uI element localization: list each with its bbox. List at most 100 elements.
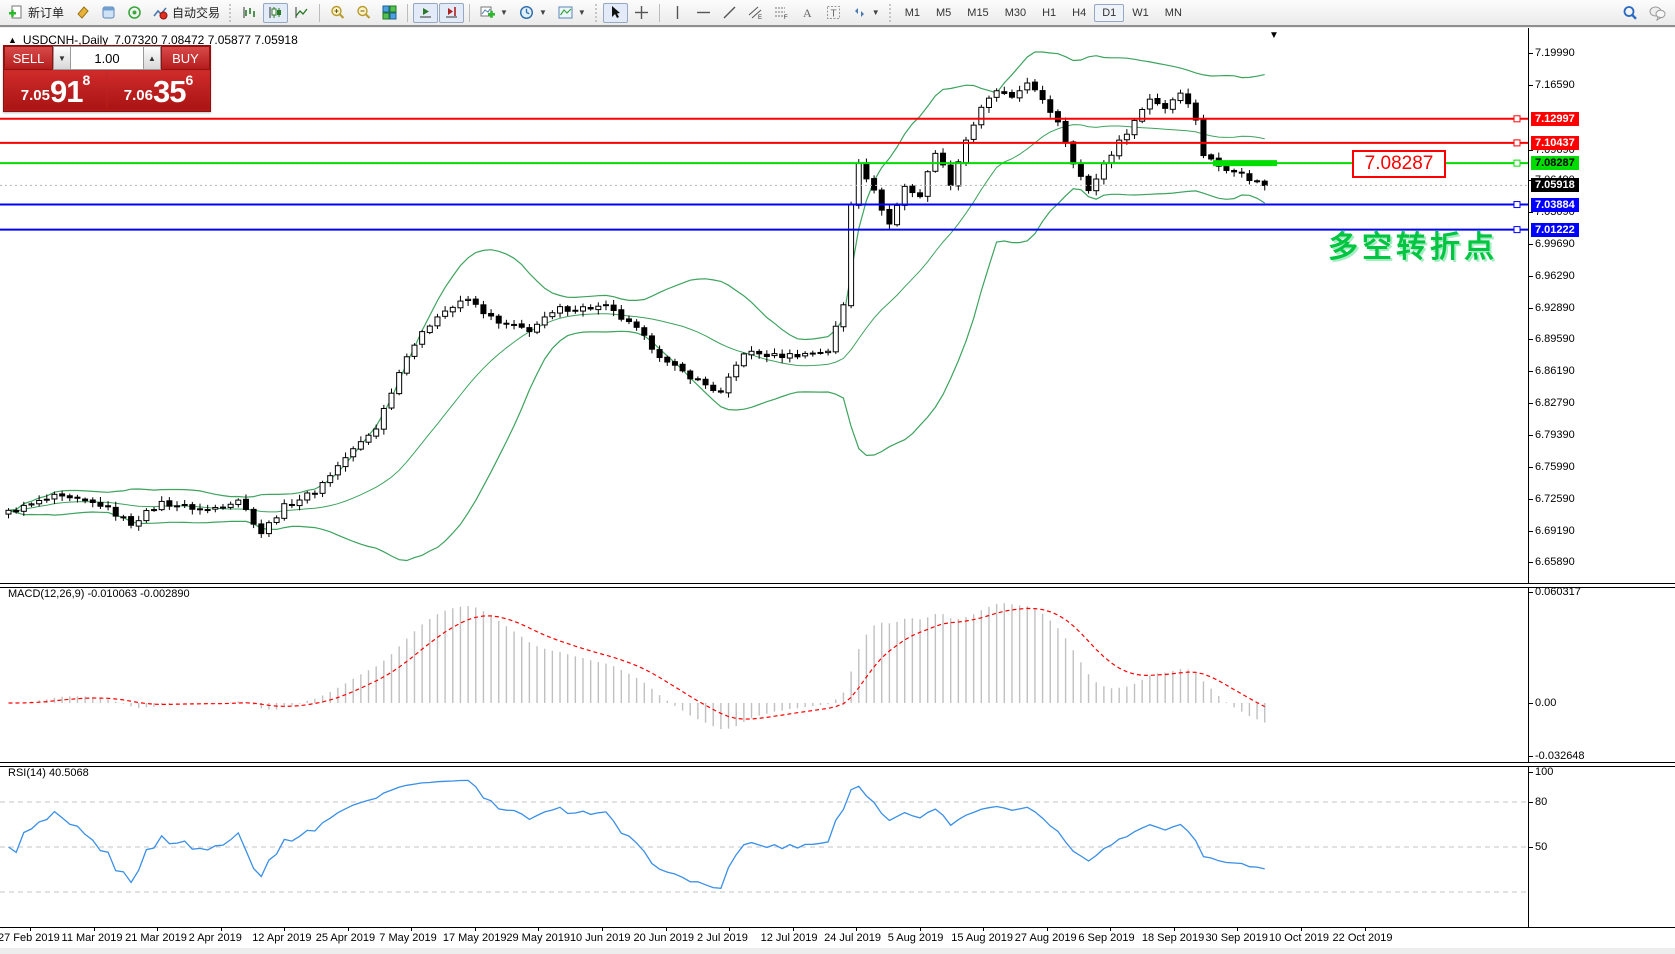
arrows-dropdown[interactable]: ▼ [847, 3, 885, 23]
candle [151, 509, 158, 512]
zoom-in-button[interactable] [325, 3, 350, 23]
candle [909, 185, 916, 194]
level-axis-label[interactable]: 7.03884 [1531, 198, 1579, 212]
level-anchor-handle[interactable] [1513, 115, 1521, 123]
level-anchor-handle[interactable] [1513, 139, 1521, 147]
horizontal-line-button[interactable] [691, 3, 716, 23]
timeframe-m15[interactable]: M15 [967, 6, 989, 19]
timeframe-m1[interactable]: M1 [904, 6, 920, 19]
candle [679, 363, 686, 372]
candle [472, 298, 479, 305]
volume-input[interactable]: 1.00 [71, 46, 143, 70]
candle [319, 482, 326, 494]
level-anchor-handle[interactable] [1513, 159, 1521, 167]
date-axis[interactable]: 27 Feb 2019 11 Mar 2019 21 Mar 2019 2 Apr 2… [0, 927, 1675, 948]
candle [993, 90, 1000, 98]
candlestick-chart-button[interactable] [263, 2, 289, 23]
candle [1100, 163, 1107, 180]
timeframe-d1[interactable]: D1 [1094, 3, 1125, 22]
pane-separator[interactable] [0, 583, 1675, 588]
volume-increase-button[interactable]: ▲ [143, 46, 161, 70]
candle [740, 353, 747, 367]
sell-button[interactable]: SELL [4, 46, 53, 70]
autotrade-button[interactable]: 自动交易 [148, 3, 225, 23]
indicators-dropdown[interactable]: ▼ [475, 3, 513, 23]
level-anchor-handle[interactable] [1513, 226, 1521, 234]
arrows-icon [852, 5, 867, 20]
date-tickmark [157, 928, 159, 931]
axis-tick-label: 7.19990 [1535, 47, 1575, 59]
sell-price-display[interactable]: 7.05 91 8 [5, 71, 106, 109]
bar-chart-button[interactable] [237, 3, 262, 23]
main-price-pane[interactable] [0, 28, 1528, 583]
timeframe-w1[interactable]: W1 [1132, 6, 1149, 19]
price-axis[interactable]: 7.199907.165907.096907.064907.030906.996… [1528, 28, 1675, 927]
search-button[interactable] [1617, 3, 1643, 23]
toolbar-grip [594, 3, 599, 22]
cursor-button[interactable] [602, 2, 628, 23]
candle [288, 503, 295, 506]
signals-button[interactable] [122, 3, 147, 23]
timeframe-m30[interactable]: M30 [1004, 6, 1027, 19]
rsi-pane[interactable] [0, 765, 1528, 927]
line-chart-button[interactable] [289, 3, 314, 23]
buy-button[interactable]: BUY [161, 46, 210, 70]
candle [434, 316, 441, 327]
axis-tick-label: 80 [1535, 796, 1548, 808]
auto-scroll-button[interactable] [413, 2, 439, 23]
collapse-panel-icon[interactable]: ▲ [8, 35, 17, 45]
level-axis-label[interactable]: 7.12997 [1531, 112, 1579, 126]
axis-tickmark [1529, 244, 1533, 245]
level-axis-label[interactable]: 7.10437 [1531, 136, 1579, 150]
axis-tick-label: 6.69190 [1535, 525, 1575, 537]
candle [924, 171, 931, 197]
pane-separator[interactable] [0, 762, 1675, 767]
timeframe-m5[interactable]: M5 [936, 6, 952, 19]
new-order-button[interactable]: 新订单 [4, 3, 69, 23]
price-callout-label[interactable]: 7.08287 [1352, 150, 1446, 178]
tile-windows-button[interactable] [377, 3, 402, 23]
candle [978, 106, 985, 126]
eraser-button[interactable] [70, 3, 95, 23]
fibonacci-button[interactable]: F [769, 3, 794, 23]
candle [1162, 103, 1169, 109]
level-axis-label[interactable]: 7.01222 [1531, 223, 1579, 237]
crosshair-button[interactable] [629, 3, 654, 23]
date-label: 12 Apr 2019 [252, 932, 312, 944]
timeframe-mn[interactable]: MN [1164, 6, 1182, 19]
macd-pane[interactable] [0, 586, 1528, 762]
candle [648, 335, 655, 350]
vertical-line-button[interactable] [665, 3, 690, 23]
chart-window[interactable]: 7.199907.165907.096907.064907.030906.996… [0, 28, 1675, 954]
trendline-button[interactable] [717, 3, 742, 23]
text-button[interactable]: A [795, 3, 820, 23]
date-tickmark [919, 928, 921, 931]
chart-shift-button[interactable] [439, 2, 465, 23]
templates-dropdown[interactable]: ▼ [553, 3, 591, 23]
zoom-out-button[interactable] [351, 3, 376, 23]
candle [1054, 111, 1061, 123]
chat-button[interactable] [1644, 3, 1671, 23]
auto-scroll-icon [418, 5, 433, 20]
timeframe-h4[interactable]: H4 [1072, 6, 1087, 19]
candle [1008, 92, 1015, 98]
sell-price-prefix: 7.05 [20, 87, 50, 104]
current-price-axis-label[interactable]: 7.05918 [1531, 178, 1579, 192]
timeframe-h1[interactable]: H1 [1042, 6, 1057, 19]
candle [380, 407, 387, 430]
profiles-button[interactable] [96, 3, 121, 23]
volume-decrease-button[interactable]: ▼ [53, 46, 71, 70]
chart-menu-arrow[interactable]: ▼ [1269, 30, 1279, 41]
buy-price-display[interactable]: 7.06 35 6 [108, 71, 209, 109]
level-anchor-handle[interactable] [1513, 201, 1521, 209]
text-label-icon: T [826, 5, 841, 20]
candle [112, 506, 119, 517]
candle [564, 306, 571, 312]
text-label-button[interactable]: T [821, 3, 846, 23]
candle [242, 498, 249, 510]
level-axis-label[interactable]: 7.08287 [1531, 156, 1579, 170]
equidistant-channel-button[interactable]: E [743, 3, 768, 23]
axis-tick-label: 6.86190 [1535, 365, 1575, 377]
candle [664, 356, 671, 363]
periods-dropdown[interactable]: ▼ [514, 3, 552, 23]
